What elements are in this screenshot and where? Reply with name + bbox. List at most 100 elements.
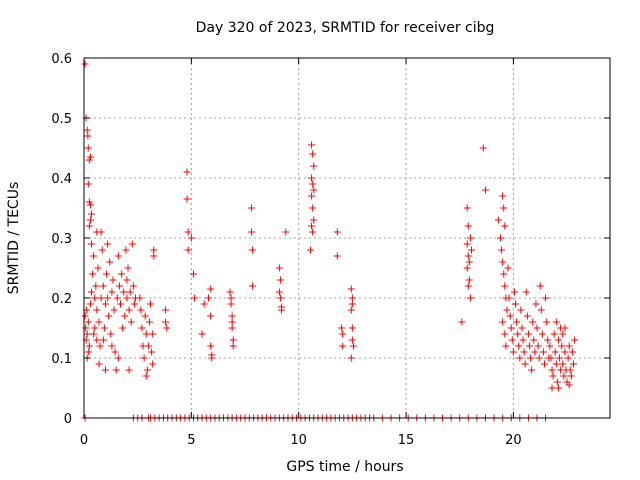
data-point [84,318,92,326]
data-point [307,246,315,254]
data-point [466,234,474,242]
data-point [84,144,92,152]
data-point [184,228,192,236]
data-point [338,324,346,332]
data-point [571,336,579,344]
data-point [308,222,316,230]
data-point [468,246,476,254]
data-point [552,318,560,326]
data-point [88,210,96,218]
data-point [556,354,564,362]
data-point [503,306,511,314]
data-point [552,360,560,368]
data-point [498,246,506,254]
data-point [509,348,517,356]
data-point [89,270,97,278]
data-point [184,246,192,254]
data-point [565,342,573,350]
data-point [226,288,234,296]
data-point [228,312,236,320]
data-point [548,384,556,392]
data-point [525,342,533,350]
data-point [566,366,574,374]
data-point [554,384,562,392]
x-tick-label: 10 [290,433,307,448]
data-point [140,354,148,362]
data-point [138,324,146,332]
data-point [150,252,158,260]
data-point [522,288,530,296]
data-point [458,318,466,326]
data-point [90,330,98,338]
data-point [521,360,529,368]
data-point [339,342,347,350]
data-point [464,252,472,260]
data-point [541,360,549,368]
data-point [142,372,150,380]
data-point [501,330,509,338]
data-point [91,324,99,332]
data-point [162,306,170,314]
data-point [559,330,567,338]
data-point [96,342,104,350]
data-point [90,252,98,260]
data-point [227,294,235,302]
data-point [183,168,191,176]
data-point [94,264,102,272]
data-point [142,330,150,338]
data-point [309,180,317,188]
data-point [125,366,133,374]
data-point [84,180,92,188]
data-point [118,270,126,278]
data-point [508,336,516,344]
data-point [207,285,215,293]
data-point [544,336,552,344]
data-point [347,306,355,314]
data-point [309,228,317,236]
data-point [227,300,235,308]
data-point [536,282,544,290]
data-point [122,246,130,254]
data-point [463,240,471,248]
data-point [120,288,128,296]
data-point [97,294,105,302]
data-point [81,60,89,68]
data-point [106,258,114,266]
data-point [333,252,341,260]
data-point [249,246,257,254]
data-point [86,300,94,308]
data-point [465,276,473,284]
data-point [348,324,356,332]
data-point [124,264,132,272]
axis-ticks: 0 0.1 0.2 0.3 0.4 0.5 0.6 0 5 10 15 20 [51,52,610,448]
x-tick-label: 20 [505,433,522,448]
data-point [310,162,318,170]
data-point [105,312,113,320]
data-point [497,234,505,242]
data-point [501,282,509,290]
data-point [308,141,316,149]
data-point [126,288,134,296]
y-tick-label: 0.3 [51,232,72,247]
data-point [309,204,317,212]
data-point [108,288,116,296]
data-point [494,216,502,224]
data-point [97,228,105,236]
data-point [116,300,124,308]
data-point [149,360,157,368]
data-point [466,294,474,302]
data-point [548,366,556,374]
data-point [83,126,91,134]
data-point [529,318,537,326]
data-point [147,300,155,308]
data-point [113,294,121,302]
data-point [162,318,170,326]
data-point [130,300,138,308]
x-axis-label: GPS time / hours [286,459,403,475]
data-point [463,204,471,212]
data-point [479,144,487,152]
data-point [85,348,93,356]
data-point [121,312,129,320]
data-point [499,258,507,266]
data-point [528,366,536,374]
